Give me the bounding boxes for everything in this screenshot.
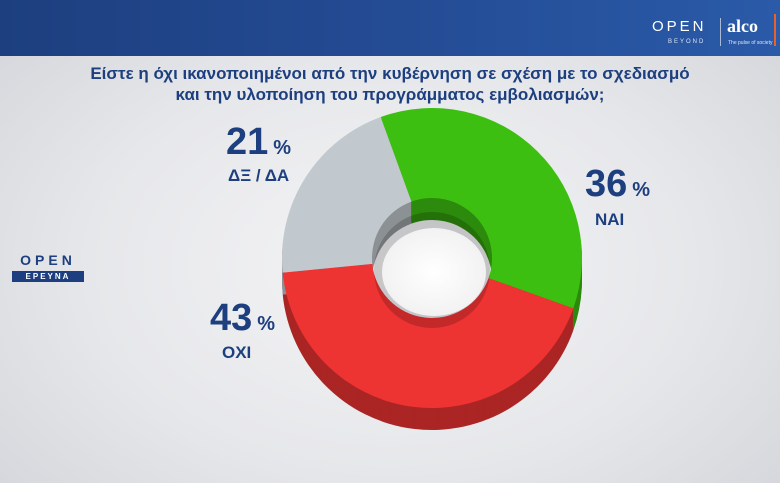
logo-separator [720, 18, 721, 46]
alco-tagline: The pulse of society [728, 40, 773, 46]
value-oxi: 43 [210, 297, 253, 339]
value-label-dk-da: 21% [226, 121, 291, 164]
value-label-oxi: 43% [210, 297, 275, 340]
chart-title: Είστε η όχι ικανοποιημένοι από την κυβέρ… [60, 63, 720, 105]
value-dk-da: 21 [226, 121, 269, 163]
open-ereyna-logo-top: OPEN [20, 252, 76, 268]
open-ereyna-logo-bottom: ΕΡΕΥΝΑ [12, 271, 84, 282]
chart-title-line-2: και την υλοποίηση του προγράμματος εμβολ… [175, 85, 605, 104]
percent-sign-oxi: % [257, 313, 276, 335]
open-ereyna-logo: OPEN ΕΡΕΥΝΑ [12, 252, 84, 282]
category-label-oxi: ΟΧΙ [222, 343, 252, 362]
alco-accent-bar [774, 14, 776, 46]
category-label-nai: ΝΑΙ [595, 210, 625, 229]
open-beyond-subtitle: BEYOND [668, 39, 706, 45]
value-label-nai: 36% [585, 163, 650, 206]
open-beyond-logo: OPEN [652, 18, 707, 35]
slice-dk-da [282, 117, 412, 273]
chart-title-line-1: Είστε η όχι ικανοποιημένοι από την κυβέρ… [90, 64, 690, 83]
alco-logo: alco [727, 16, 758, 36]
category-label-dk-da: ΔΞ / ΔΑ [228, 166, 290, 185]
slice-oxi [282, 263, 574, 409]
donut-hole [382, 228, 486, 316]
donut-hole-layer [374, 212, 490, 328]
percent-sign-nai: % [632, 179, 651, 201]
top-banner: OPEN BEYOND alco The pulse of society [0, 0, 780, 56]
value-nai: 36 [585, 163, 628, 205]
slice-nai [380, 108, 582, 309]
donut-slices-layer [282, 108, 582, 409]
percent-sign-dk-da: % [273, 137, 292, 159]
